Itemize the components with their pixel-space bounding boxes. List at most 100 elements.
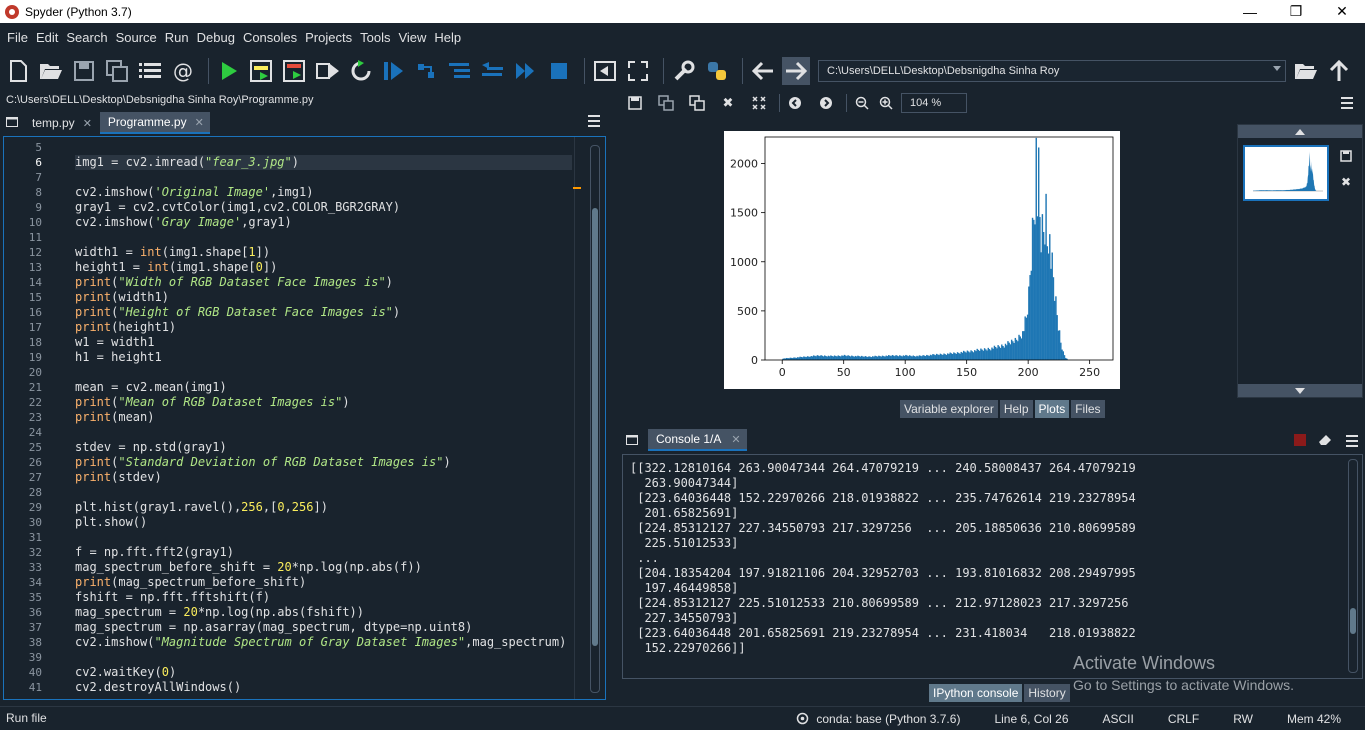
code-line[interactable]: cv2.imshow("Magnitude Spectrum of Gray D…: [75, 635, 567, 649]
fullscreen-button[interactable]: [624, 57, 652, 85]
scrollbar-thumb[interactable]: [1350, 608, 1356, 634]
tab-variable-explorer[interactable]: Variable explorer: [900, 400, 998, 418]
save-button[interactable]: [70, 57, 98, 85]
scrollbar-thumb[interactable]: [592, 208, 598, 646]
step-into-button[interactable]: [446, 57, 474, 85]
step-button[interactable]: [413, 57, 441, 85]
code-line[interactable]: plt.hist(gray1.ravel(),256,[0,256]): [75, 500, 328, 514]
code-line[interactable]: gray1 = cv2.cvtColor(img1,cv2.COLOR_BGR2…: [75, 200, 401, 214]
menu-projects[interactable]: Projects: [305, 29, 353, 45]
pane-splitter[interactable]: [612, 91, 618, 706]
stop-debug-button[interactable]: [545, 57, 573, 85]
open-file-button[interactable]: [37, 57, 65, 85]
code-line[interactable]: img1 = cv2.imread("fear_3.jpg"): [75, 155, 299, 169]
zoom-in-button[interactable]: [875, 93, 897, 113]
interrupt-kernel-button[interactable]: [1294, 434, 1306, 446]
step-return-button[interactable]: [479, 57, 507, 85]
code-line[interactable]: cv2.destroyAllWindows(): [75, 680, 242, 694]
browse-directory-button[interactable]: [1292, 57, 1320, 85]
continue-button[interactable]: [512, 57, 540, 85]
menu-search[interactable]: Search: [66, 29, 108, 45]
rerun-button[interactable]: [347, 57, 375, 85]
next-plot-button[interactable]: [815, 93, 837, 113]
copy-plot-button[interactable]: [686, 93, 708, 113]
run-cell-advance-button[interactable]: [281, 57, 309, 85]
tab-history[interactable]: History: [1024, 684, 1070, 702]
console-vertical-scrollbar[interactable]: [1348, 459, 1358, 673]
code-line[interactable]: mag_spectrum = np.asarray(mag_spectrum, …: [75, 620, 473, 634]
tab-plots[interactable]: Plots: [1034, 400, 1070, 418]
menu-edit[interactable]: Edit: [35, 29, 59, 45]
code-line[interactable]: cv2.imshow('Gray Image',gray1): [75, 215, 292, 229]
thumbnails-scroll-down-button[interactable]: [1238, 384, 1362, 397]
save-all-plots-button[interactable]: [655, 93, 677, 113]
run-button[interactable]: [215, 57, 243, 85]
thumbnails-scroll-up-button[interactable]: [1238, 125, 1362, 138]
run-cell-button[interactable]: [248, 57, 276, 85]
close-tab-icon[interactable]: ✕: [194, 116, 204, 129]
menu-run[interactable]: Run: [164, 29, 189, 45]
code-line[interactable]: cv2.waitKey(0): [75, 665, 177, 679]
plots-options-menu-icon[interactable]: [1341, 97, 1353, 112]
tab-programme-py[interactable]: Programme.py ✕: [99, 112, 210, 134]
plot-thumbnail[interactable]: [1243, 145, 1329, 201]
code-line[interactable]: plt.show(): [75, 515, 148, 529]
code-editor[interactable]: 5 6 7 8 9 10 11 12 13 14 15 16 17 18 19 20 21 22 23 24 25 26 2…: [3, 136, 606, 700]
tab-console-1a[interactable]: Console 1/A ✕: [648, 429, 747, 451]
zoom-level-spinbox[interactable]: 104 %: [901, 93, 967, 113]
code-line[interactable]: print("Width of RGB Dataset Face Images …: [75, 275, 393, 289]
back-button[interactable]: [749, 57, 777, 85]
save-thumbnail-icon[interactable]: [1340, 150, 1352, 165]
tab-temp-py[interactable]: temp.py ✕: [24, 112, 98, 134]
close-tab-icon[interactable]: ✕: [731, 433, 741, 446]
code-line[interactable]: mag_spectrum_before_shift = 20*np.log(np…: [75, 560, 422, 574]
code-line[interactable]: mag_spectrum = 20*np.log(np.abs(fshift)): [75, 605, 364, 619]
debug-button[interactable]: [380, 57, 408, 85]
maximize-pane-button[interactable]: [591, 57, 619, 85]
code-line[interactable]: print("Height of RGB Dataset Face Images…: [75, 305, 401, 319]
code-line[interactable]: print(mean): [75, 410, 155, 424]
menu-debug[interactable]: Debug: [196, 29, 235, 45]
preferences-button[interactable]: [670, 57, 698, 85]
browse-tabs-icon[interactable]: [0, 110, 24, 134]
code-line[interactable]: w1 = width1: [75, 335, 155, 349]
console-options-menu-icon[interactable]: [1346, 435, 1358, 450]
ipython-console-output[interactable]: [[322.12810164 263.90047344 264.47079219…: [622, 454, 1363, 679]
menu-source[interactable]: Source: [115, 29, 157, 45]
menu-consoles[interactable]: Consoles: [242, 29, 298, 45]
editor-options-menu-icon[interactable]: [588, 115, 600, 130]
tab-ipython-console[interactable]: IPython console: [929, 684, 1023, 702]
code-line[interactable]: height1 = int(img1.shape[0]): [75, 260, 278, 274]
tab-help[interactable]: Help: [999, 400, 1033, 418]
code-line[interactable]: f = np.fft.fft2(gray1): [75, 545, 234, 559]
code-line[interactable]: print(stdev): [75, 470, 162, 484]
remove-plot-button[interactable]: ✖: [717, 93, 739, 113]
code-line[interactable]: cv2.imshow('Original Image',img1): [75, 185, 314, 199]
menu-tools[interactable]: Tools: [360, 29, 391, 45]
editor-vertical-scrollbar[interactable]: [590, 145, 600, 693]
new-file-button[interactable]: [4, 57, 32, 85]
close-button[interactable]: ✕: [1336, 3, 1348, 19]
close-thumbnail-icon[interactable]: ✖: [1341, 175, 1352, 189]
clear-console-button[interactable]: [1318, 432, 1332, 449]
remove-all-plots-button[interactable]: [748, 93, 770, 113]
parent-directory-button[interactable]: [1325, 57, 1353, 85]
code-line[interactable]: h1 = height1: [75, 350, 162, 364]
code-line[interactable]: print(mag_spectrum_before_shift): [75, 575, 307, 589]
minimize-button[interactable]: —: [1243, 3, 1257, 20]
previous-plot-button[interactable]: [784, 93, 806, 113]
run-selection-button[interactable]: [314, 57, 342, 85]
code-line[interactable]: print("Standard Deviation of RGB Dataset…: [75, 455, 451, 469]
save-all-button[interactable]: [103, 57, 131, 85]
code-line[interactable]: stdev = np.std(gray1): [75, 440, 227, 454]
zoom-out-button[interactable]: [851, 93, 873, 113]
code-line[interactable]: print("Mean of RGB Dataset Images is"): [75, 395, 350, 409]
code-line[interactable]: print(width1): [75, 290, 169, 304]
email-button[interactable]: @: [169, 57, 197, 85]
code-line[interactable]: mean = cv2.mean(img1): [75, 380, 227, 394]
save-plot-button[interactable]: [624, 93, 646, 113]
code-line[interactable]: width1 = int(img1.shape[1]): [75, 245, 271, 259]
menu-file[interactable]: File: [7, 29, 28, 45]
menu-view[interactable]: View: [398, 29, 427, 45]
tab-files[interactable]: Files: [1071, 400, 1105, 418]
